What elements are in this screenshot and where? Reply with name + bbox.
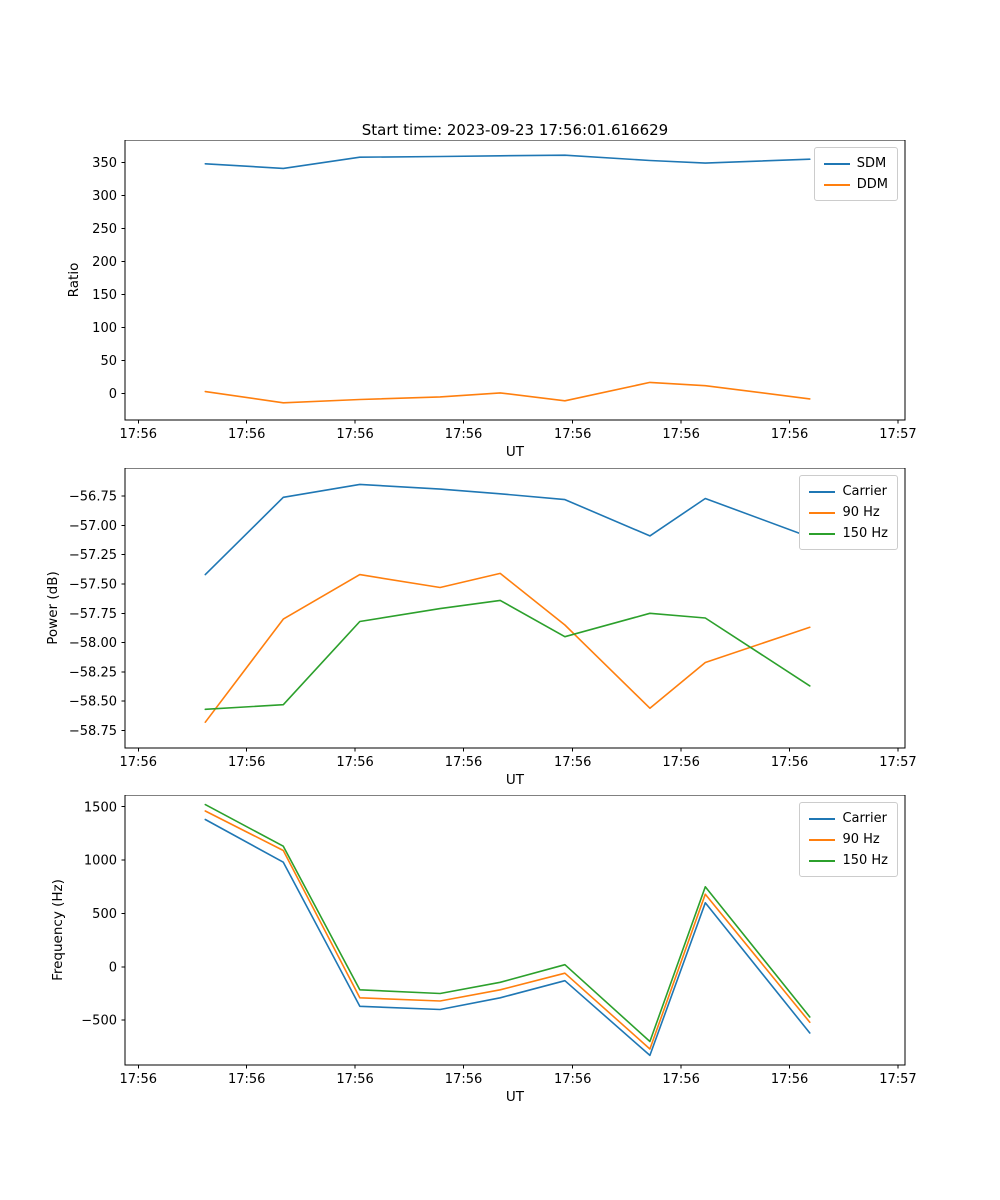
ratio-chart: 350 300 250 200 150 100 50 0 17:56 17:56 17:56 17:5…: [66, 140, 917, 460]
x-axis-label: UT: [506, 772, 525, 788]
x-tick-label: 17:56: [554, 1072, 591, 1087]
x-tick-label: 17:56: [120, 427, 157, 442]
y-tick-label: 50: [100, 354, 117, 369]
legend-label: 90 Hz: [842, 505, 880, 520]
line-150-hz: [204, 803, 811, 1043]
ratio-legend: SDM DDM: [813, 147, 898, 201]
y-tick-label: −56.75: [69, 490, 117, 505]
legend-label: DDM: [856, 177, 888, 192]
x-tick-label: 17:56: [336, 427, 373, 442]
x-tick-label: 17:57: [879, 755, 916, 770]
x-tick-label: 17:56: [771, 427, 808, 442]
x-tick-label: 17:56: [445, 427, 482, 442]
y-tick-label: −500: [81, 1014, 117, 1029]
figure-title: Start time: 2023-09-23 17:56:01.616629: [361, 121, 669, 139]
line-sdm: [204, 154, 811, 170]
legend-entry: 90 Hz: [809, 502, 888, 523]
line-150-hz: [204, 599, 811, 711]
legend-entry: 150 Hz: [809, 523, 888, 544]
y-tick-label: 350: [92, 156, 117, 171]
y-tick-label: 300: [92, 189, 117, 204]
legend-label: 150 Hz: [842, 853, 888, 868]
y-tick-label: −57.00: [69, 519, 117, 534]
line-90-hz: [204, 810, 811, 1050]
x-tick-label: 17:56: [120, 755, 157, 770]
y-tick-label: −57.75: [69, 607, 117, 622]
legend-label: 90 Hz: [842, 832, 880, 847]
x-tick-label: 17:56: [228, 755, 265, 770]
y-tick-label: 250: [92, 222, 117, 237]
axes-border: [124, 795, 906, 1066]
y-tick-label: −58.25: [69, 665, 117, 680]
x-tick-label: 17:56: [228, 427, 265, 442]
line-carrier: [204, 483, 811, 576]
x-tick-label: 17:56: [662, 1072, 699, 1087]
legend-label: Carrier: [842, 811, 887, 826]
x-tick-label: 17:57: [879, 1072, 916, 1087]
x-tick-label: 17:56: [336, 755, 373, 770]
y-tick-label: −58.50: [69, 695, 117, 710]
y-tick-label: 1000: [84, 854, 117, 869]
legend-label: Carrier: [842, 484, 887, 499]
legend-label: SDM: [856, 156, 887, 171]
legend-line-swatch: [809, 817, 836, 820]
x-tick-label: 17:56: [662, 427, 699, 442]
legend-entry: 90 Hz: [809, 829, 888, 850]
legend-line-swatch: [809, 838, 836, 841]
legend-line-swatch: [823, 183, 850, 186]
y-axis-label: Frequency (Hz): [50, 879, 66, 981]
y-tick-label: 1500: [84, 800, 117, 815]
legend-line-swatch: [823, 162, 850, 165]
x-tick-label: 17:56: [336, 1072, 373, 1087]
x-axis-label: UT: [506, 1089, 525, 1105]
x-tick-label: 17:56: [771, 1072, 808, 1087]
y-tick-label: 100: [92, 321, 117, 336]
ratio-plot: 350 300 250 200 150 100 50 0 17:56 17:56 17:56 17:5…: [0, 140, 1000, 470]
x-tick-label: 17:56: [228, 1072, 265, 1087]
x-tick-label: 17:56: [120, 1072, 157, 1087]
x-tick-label: 17:56: [445, 1072, 482, 1087]
y-axis-label: Power (dB): [45, 571, 61, 644]
power-plot: −56.75 −57.00 −57.25 −57.50 −57.75 −58.00 −58.…: [0, 468, 1000, 798]
axes-border: [124, 468, 906, 749]
legend-line-swatch: [809, 532, 836, 535]
legend-entry: Carrier: [809, 481, 888, 502]
frequency-chart: 1500 1000 500 0 −500 17:56 17:56 17:56 17:56 17:5…: [50, 795, 917, 1105]
legend-line-swatch: [809, 511, 836, 514]
y-tick-label: 200: [92, 255, 117, 270]
frequency-legend: Carrier 90 Hz 150 Hz: [799, 802, 898, 877]
line-ddm: [204, 381, 811, 404]
legend-entry: Carrier: [809, 808, 888, 829]
legend-entry: DDM: [823, 174, 888, 195]
power-chart: −56.75 −57.00 −57.25 −57.50 −57.75 −58.00 −58.…: [45, 468, 917, 788]
line-90-hz: [204, 572, 811, 723]
y-tick-label: −57.25: [69, 548, 117, 563]
legend-entry: 150 Hz: [809, 850, 888, 871]
legend-line-swatch: [809, 859, 836, 862]
axes-border: [124, 140, 906, 421]
y-tick-label: 150: [92, 288, 117, 303]
y-tick-label: 0: [109, 387, 117, 402]
legend-entry: SDM: [823, 153, 888, 174]
x-tick-label: 17:56: [445, 755, 482, 770]
x-tick-label: 17:56: [554, 427, 591, 442]
frequency-plot: 1500 1000 500 0 −500 17:56 17:56 17:56 17:56 17:5…: [0, 795, 1000, 1115]
line-carrier: [204, 818, 811, 1057]
y-tick-label: −58.00: [69, 636, 117, 651]
x-tick-label: 17:57: [879, 427, 916, 442]
x-tick-label: 17:56: [662, 755, 699, 770]
x-tick-label: 17:56: [554, 755, 591, 770]
y-axis-label: Ratio: [66, 263, 82, 298]
y-tick-label: −58.75: [69, 724, 117, 739]
y-tick-label: 500: [92, 907, 117, 922]
x-tick-label: 17:56: [771, 755, 808, 770]
legend-label: 150 Hz: [842, 526, 888, 541]
y-tick-label: −57.50: [69, 578, 117, 593]
legend-line-swatch: [809, 490, 836, 493]
y-tick-label: 0: [109, 960, 117, 975]
power-legend: Carrier 90 Hz 150 Hz: [799, 475, 898, 550]
x-axis-label: UT: [506, 444, 525, 460]
